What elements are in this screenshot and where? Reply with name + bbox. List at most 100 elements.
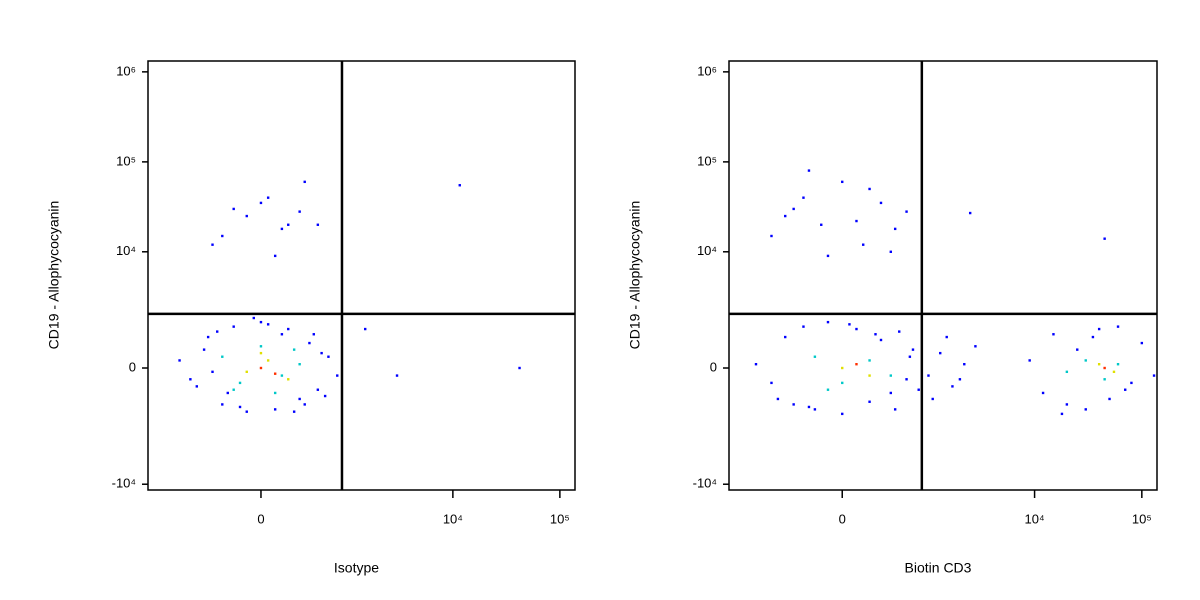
data-point [905,210,908,213]
data-point [879,338,883,342]
x-axis-label: Isotype [334,560,379,576]
data-point [266,359,270,362]
data-point [1130,381,1133,385]
y-tick-label: 0 [129,359,136,374]
data-point [784,335,787,339]
data-point [280,374,284,377]
data-point [951,385,954,388]
data-point [211,370,214,374]
data-point [287,378,290,381]
data-point [1140,341,1144,345]
data-point [312,333,315,336]
data-point [1124,388,1127,391]
data-point [189,378,192,381]
data-point [518,366,521,370]
data-point [238,381,242,385]
data-point [232,207,235,211]
data-point [974,345,977,348]
x-axis-label: Biotin CD3 [905,560,972,576]
y-tick-label: 10⁵ [116,153,136,168]
data-point [232,325,235,328]
y-tick-label: 10⁶ [116,63,136,78]
data-point [813,408,817,411]
data-point [221,403,224,406]
y-tick-label: 0 [710,359,717,374]
data-point [1084,359,1087,362]
data-point [245,370,248,374]
data-point [323,394,327,398]
data-point [259,345,263,348]
data-point [841,412,844,416]
data-point [826,254,830,258]
data-point [939,351,942,355]
data-point [802,196,805,199]
data-point [211,243,214,246]
y-tick-label: 10⁴ [697,243,717,258]
data-point [868,359,871,362]
data-point [958,378,962,381]
data-point [931,397,934,401]
x-tick-label: 10⁴ [1025,511,1045,526]
data-point [898,330,901,333]
data-point [917,388,920,391]
data-point [238,405,242,409]
data-point [259,366,263,370]
data-point [1091,335,1095,339]
data-point [216,330,219,333]
data-point [303,180,306,184]
data-point [792,207,795,211]
data-point [855,327,858,331]
data-point [841,180,844,184]
data-point [292,410,296,413]
data-point [178,359,181,362]
data-point [292,348,296,351]
data-point [927,374,930,377]
data-point [266,196,270,199]
data-point [855,219,858,223]
data-point [905,378,908,381]
y-tick-label: -10⁴ [693,476,717,491]
data-point [945,335,948,339]
data-point [221,355,224,358]
data-point [1084,408,1087,411]
data-point [826,320,830,324]
data-point [316,223,320,226]
data-point [259,201,263,205]
data-point [1116,363,1120,366]
data-point [807,169,811,172]
data-point [792,403,795,406]
data-point [1060,412,1064,416]
data-point [893,227,897,231]
data-point [395,374,399,377]
data-point [879,201,883,205]
data-point [911,348,915,351]
data-point [874,333,877,336]
data-point [320,351,323,355]
plot-frame [147,60,576,491]
data-point [1112,370,1116,374]
data-point [266,323,270,326]
x-tick-label: 0 [839,511,846,526]
data-point [1152,374,1156,377]
data-point [855,363,858,366]
data-point [308,341,311,345]
data-point [1108,397,1111,401]
y-tick-label: 10⁶ [697,63,717,78]
x-tick-label: 10⁴ [443,511,463,526]
data-point [195,385,198,388]
data-point [287,223,290,226]
data-point [1041,391,1045,395]
data-point [364,327,367,331]
data-point [841,381,844,385]
data-point [889,391,893,395]
data-point [841,366,844,370]
data-point [862,243,865,246]
data-point [259,351,263,355]
plot-frame [728,60,1158,491]
data-point [206,335,210,339]
data-point [770,234,773,238]
data-point [889,374,893,377]
data-point [273,408,277,411]
